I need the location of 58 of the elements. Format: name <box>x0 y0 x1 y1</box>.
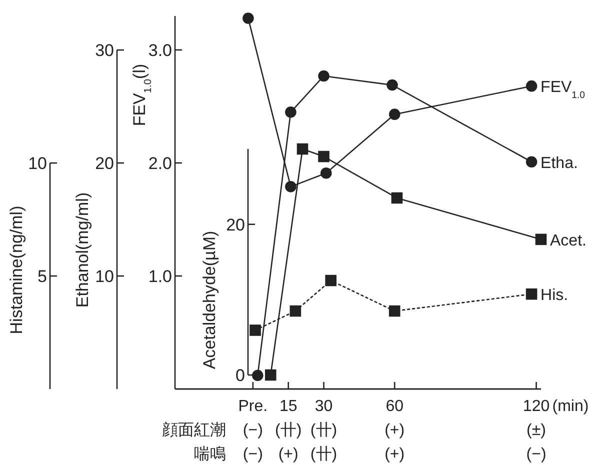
point <box>318 150 330 162</box>
series-label: Acet. <box>550 232 586 250</box>
y-tick-label: 2.0 <box>148 154 172 173</box>
y2-tick-label: 10 <box>95 267 114 286</box>
y2-tick-label: 30 <box>95 41 114 60</box>
text: (−) <box>526 446 546 463</box>
point <box>391 192 403 204</box>
point <box>242 12 254 24</box>
point <box>526 288 538 300</box>
text: (−) <box>242 422 263 439</box>
text: (−) <box>242 446 263 463</box>
point <box>250 324 261 336</box>
text: (+) <box>278 446 298 463</box>
point <box>325 274 336 286</box>
y3-tick-label: 5 <box>38 267 47 286</box>
series-label: His. <box>540 287 568 304</box>
text: 喘鳴 <box>194 445 226 463</box>
point <box>296 143 308 155</box>
text: (+) <box>384 422 405 439</box>
y2-tick-label: 20 <box>95 154 114 173</box>
y-tick-label: 1.0 <box>148 266 172 286</box>
x-tick-label: 120 <box>522 398 550 415</box>
point <box>264 369 276 381</box>
y3-tick-label: 10 <box>28 154 47 173</box>
x-tick-label: 30 <box>314 398 333 415</box>
series-label: Etha. <box>540 154 578 172</box>
point <box>535 234 547 246</box>
point <box>285 181 296 192</box>
axis-y2: 10 20 30 Ethanol(mg/ml) <box>73 41 124 389</box>
x-tick-label: 60 <box>386 398 404 415</box>
y3-axis-title: Histamine(ng/ml) <box>7 206 26 334</box>
text: (卄) <box>275 421 302 439</box>
series-label: FEV$_{1.0}$ <box>540 79 586 101</box>
point <box>285 106 296 118</box>
text: (卄) <box>310 445 338 463</box>
point <box>320 167 332 179</box>
text: (±) <box>526 422 546 439</box>
x-tick-label: 15 <box>279 398 298 415</box>
text: 顔面紅潮 <box>162 421 226 439</box>
axis-x: Pre. 15 30 60 120 (min) <box>175 382 589 415</box>
point <box>526 80 538 92</box>
point <box>388 108 400 120</box>
point <box>252 370 264 382</box>
x-axis-title: (min) <box>552 398 589 415</box>
point <box>526 156 538 168</box>
point <box>388 305 400 317</box>
y2-axis-title: Ethanol(mg/ml) <box>73 192 92 308</box>
point <box>290 305 302 317</box>
axis-y: 0 20 Acetaldehyde(µM) <box>200 149 255 385</box>
point <box>386 79 398 91</box>
y-axis-title: Acetaldehyde(µM) <box>200 230 219 370</box>
y-tick-label: 3.0 <box>148 40 172 60</box>
point <box>318 70 330 82</box>
text: (+) <box>384 446 405 463</box>
axis-y3: 5 10 Histamine(ng/ml) <box>7 154 57 389</box>
y-tick-label: 0 <box>236 366 245 385</box>
text: (卄) <box>310 421 338 439</box>
x-tick-label: Pre. <box>238 398 268 415</box>
